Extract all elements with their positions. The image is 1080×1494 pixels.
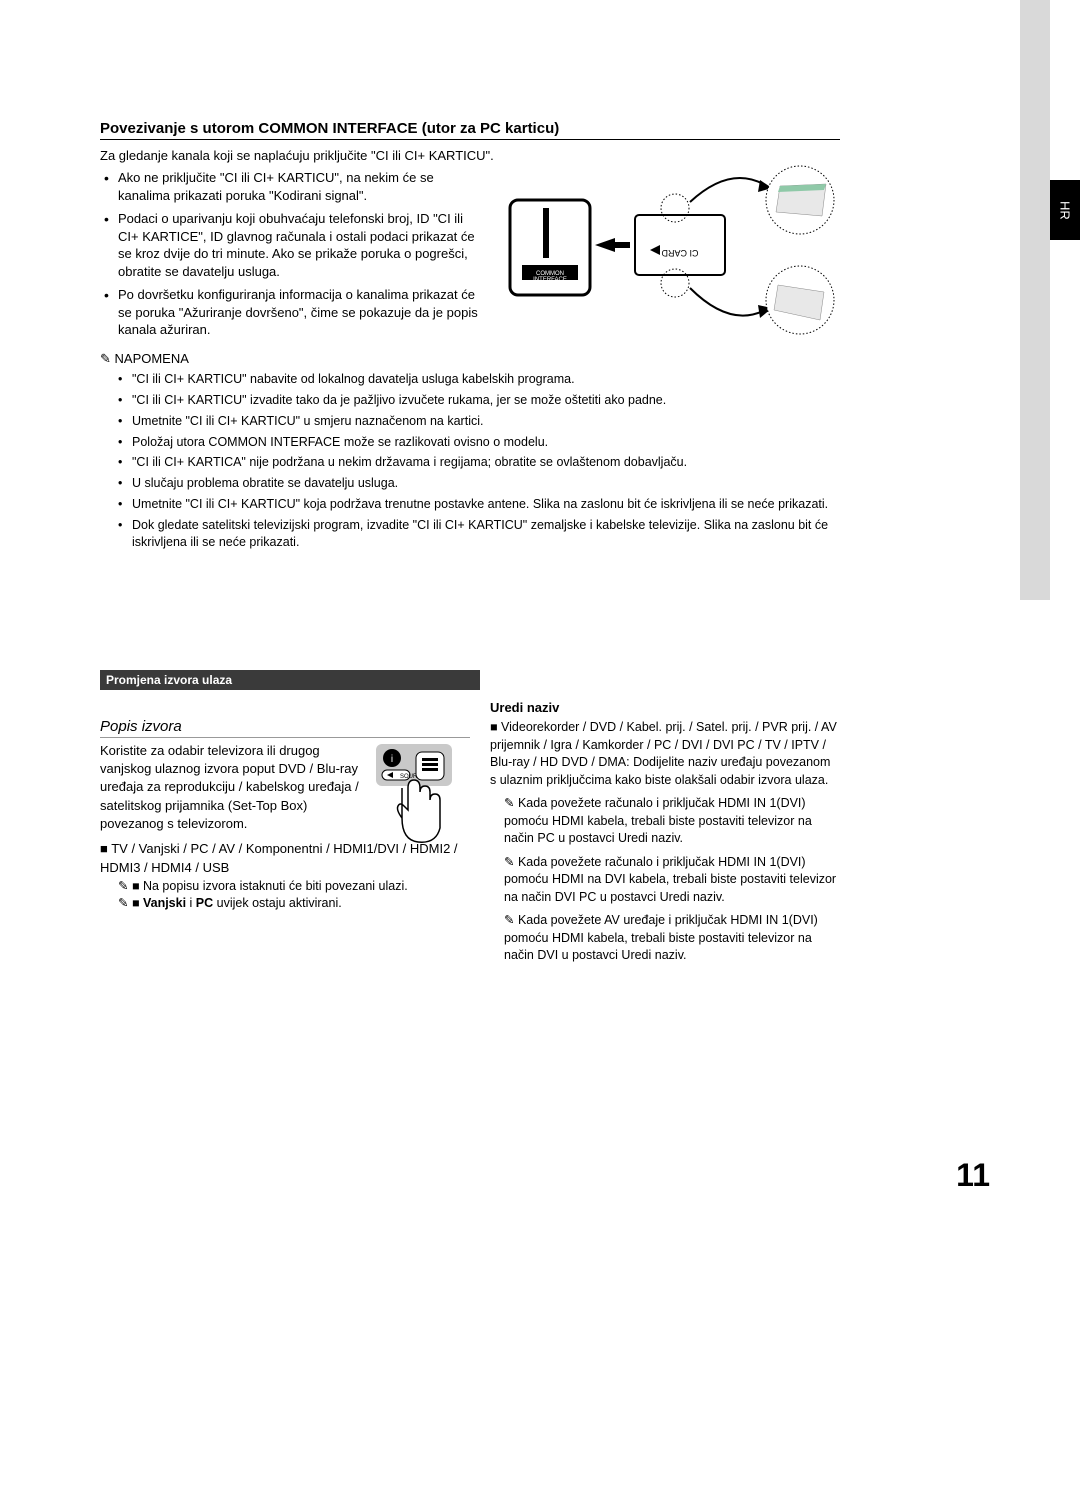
remote-hand-figure: i SOURCE [370,740,460,850]
edit-note: ✎ Kada povežete računalo i priključak HD… [490,795,840,848]
note-item: "CI ili CI+ KARTICU" izvadite tako da je… [118,392,840,409]
bullet-list: Ako ne priključite "CI ili CI+ KARTICU",… [100,169,480,339]
side-tab-light [1020,0,1050,600]
right-column: Uredi naziv ■ Videorekorder / DVD / Kabe… [490,700,840,971]
edit-name-body: ■ Videorekorder / DVD / Kabel. prij. / S… [490,719,840,789]
notes-list: "CI ili CI+ KARTICU" nabavite od lokalno… [100,371,840,551]
bullet-item: Ako ne priključite "CI ili CI+ KARTICU",… [100,169,480,204]
ci-card-diagram: COMMON INTERFACE CI CARD [500,160,840,340]
bar-title: Promjena izvora ulaza [106,673,232,687]
subsection-title-2: Uredi naziv [490,700,840,715]
side-tab-label: HR [1058,201,1073,220]
note-block: ✎ NAPOMENA "CI ili CI+ KARTICU" nabavite… [100,351,840,551]
edit-note: ✎ Kada povežete AV uređaje i priključak … [490,912,840,965]
note-item: Umetnite "CI ili CI+ KARTICU" koja podrž… [118,496,840,513]
note-label: ✎ NAPOMENA [100,351,840,367]
note-item: "CI ili CI+ KARTICU" nabavite od lokalno… [118,371,840,388]
page-number: 11 [956,1157,990,1194]
edit-note: ✎ Kada povežete računalo i priključak HD… [490,854,840,907]
side-tab-dark: HR [1050,180,1080,240]
note-item: "CI ili CI+ KARTICA" nije podržana u nek… [118,454,840,471]
section-bar: Promjena izvora ulaza [100,670,480,690]
bullet-item: Podaci o uparivanju koji obuhvaćaju tele… [100,210,480,280]
bullet-item: Po dovršetku konfiguriranja informacija … [100,286,480,339]
remote-icon-i: i [391,754,393,765]
slot-label-2: INTERFACE [533,277,567,283]
subsection-intro: Koristite za odabir televizora ili drugo… [100,742,360,833]
note-item: U slučaju problema obratite se davatelju… [118,475,840,492]
side-tabs: HR [1020,0,1080,1494]
card-label: CI CARD [661,248,699,258]
source-sub-line: ✎ ■ Vanjski i PC uvijek ostaju aktiviran… [100,895,470,913]
subsection-title: Popis izvora [100,718,470,738]
sources-list: ■ TV / Vanjski / PC / AV / Komponentni /… [100,839,470,913]
section-title-ci: Povezivanje s utorom COMMON INTERFACE (u… [100,120,840,140]
note-item: Dok gledate satelitski televizijski prog… [118,517,840,551]
note-item: Umetnite "CI ili CI+ KARTICU" u smjeru n… [118,413,840,430]
note-item: Položaj utora COMMON INTERFACE može se r… [118,434,840,451]
source-sub-line: ✎ ■ Na popisu izvora istaknuti će biti p… [100,878,470,896]
lower-columns: Popis izvora Koristite za odabir televiz… [100,700,840,971]
